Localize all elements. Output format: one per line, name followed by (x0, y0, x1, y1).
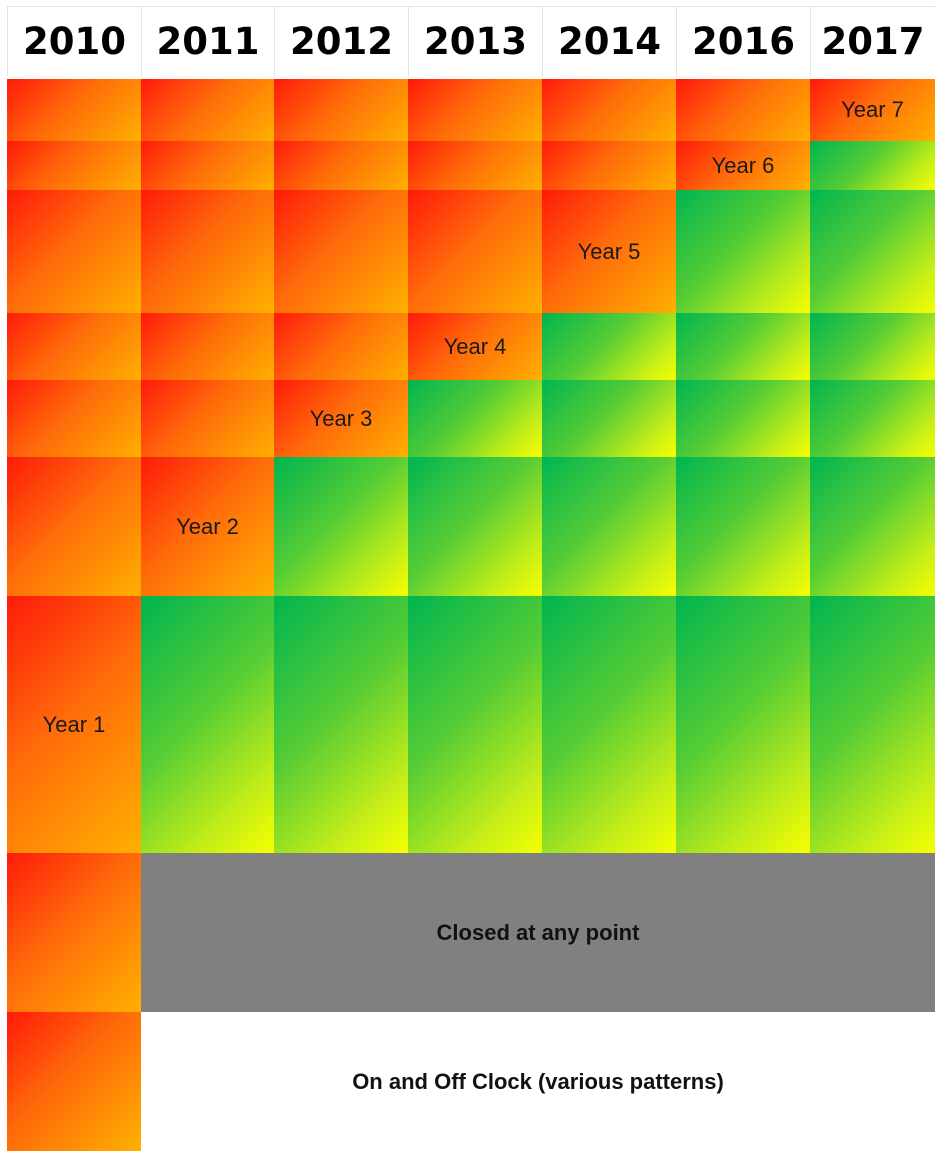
cell-row-4-col-2010 (7, 313, 141, 380)
cell-row-5-col-2017 (810, 380, 935, 457)
cell-row-7-col-2013 (408, 596, 542, 853)
cell-row-3-col-2013 (408, 190, 542, 313)
cell-row-7-col-2012 (274, 596, 408, 853)
cell-row-1-col-2017 (810, 79, 935, 141)
cell-row-4-col-2016 (676, 313, 810, 380)
cell-row-2-col-2010 (7, 141, 141, 190)
cohort-label-year-2: Year 2 (176, 513, 239, 539)
cell-row-2-col-2016 (676, 141, 810, 190)
cell-row-4-col-2014 (542, 313, 676, 380)
cell-row-3-col-2014 (542, 190, 676, 313)
on-off-clock-band: On and Off Clock (various patterns) (141, 1012, 935, 1151)
cell-row-4-col-2013 (408, 313, 542, 380)
year-header-2016: 2016 (676, 6, 810, 76)
cell-row-2-col-2017 (810, 141, 935, 190)
year-header-2010: 2010 (7, 6, 141, 76)
cohort-label-year-6: Year 6 (711, 152, 775, 178)
cell-row-6-col-2013 (408, 457, 542, 596)
cell-row-6-col-2011 (141, 457, 274, 596)
cell-row-5-col-2013 (408, 380, 542, 457)
cell-row-2-col-2011 (141, 141, 274, 190)
cell-row-6-col-2017 (810, 457, 935, 596)
cell-row-7-col-2016 (676, 596, 810, 853)
cell-row-3-col-2012 (274, 190, 408, 313)
cell-row-4-col-2011 (141, 313, 274, 380)
year-header-2011: 2011 (141, 6, 274, 76)
cohort-label-year-3: Year 3 (309, 405, 373, 431)
cell-row-6-col-2014 (542, 457, 676, 596)
cell-row-4-col-2017 (810, 313, 935, 380)
cell-row-1-col-2012 (274, 79, 408, 141)
year-header-2017: 2017 (810, 6, 935, 76)
cell-row-3-col-2011 (141, 190, 274, 313)
cell-row-5-col-2011 (141, 380, 274, 457)
cell-row-6-col-2016 (676, 457, 810, 596)
cell-row-5-col-2016 (676, 380, 810, 457)
cell-row-5-col-2010 (7, 380, 141, 457)
cell-row-2-col-2012 (274, 141, 408, 190)
cell-row-6-col-2010 (7, 457, 141, 596)
cell-row-7-col-2010 (7, 596, 141, 853)
cell-row-3-col-2016 (676, 190, 810, 313)
cell-row-1-col-2011 (141, 79, 274, 141)
cell-row-9-col-2010 (7, 1012, 141, 1151)
cell-row-1-col-2013 (408, 79, 542, 141)
cell-row-8-col-2010 (7, 853, 141, 1012)
closed-band: Closed at any point (141, 853, 935, 1012)
year-header-2013: 2013 (408, 6, 542, 76)
cell-row-4-col-2012 (274, 313, 408, 380)
cell-row-7-col-2014 (542, 596, 676, 853)
cell-row-6-col-2012 (274, 457, 408, 596)
cell-row-7-col-2011 (141, 596, 274, 853)
cohort-label-year-1: Year 1 (42, 711, 106, 737)
cell-row-1-col-2016 (676, 79, 810, 141)
cohort-label-year-4: Year 4 (443, 333, 507, 359)
cell-row-2-col-2014 (542, 141, 676, 190)
cell-row-1-col-2010 (7, 79, 141, 141)
cohort-label-year-5: Year 5 (577, 238, 641, 264)
cell-row-3-col-2010 (7, 190, 141, 313)
cell-row-2-col-2013 (408, 141, 542, 190)
cell-row-5-col-2014 (542, 380, 676, 457)
cell-row-3-col-2017 (810, 190, 935, 313)
year-header-2012: 2012 (274, 6, 408, 76)
cohort-label-year-7: Year 7 (841, 97, 904, 122)
cell-row-7-col-2017 (810, 596, 935, 853)
cell-row-1-col-2014 (542, 79, 676, 141)
cell-row-5-col-2012 (274, 380, 408, 457)
year-header-2014: 2014 (542, 6, 676, 76)
